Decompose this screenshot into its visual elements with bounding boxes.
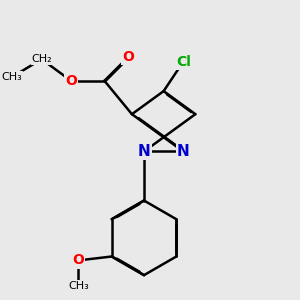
Text: O: O [122,50,134,64]
Text: N: N [138,144,150,159]
Text: CH₃: CH₃ [68,281,89,291]
Text: N: N [177,144,190,159]
Text: O: O [65,74,77,88]
Text: CH₃: CH₃ [2,72,22,82]
Text: O: O [72,254,84,267]
Text: CH₂: CH₂ [31,54,52,64]
Text: Cl: Cl [176,55,191,69]
